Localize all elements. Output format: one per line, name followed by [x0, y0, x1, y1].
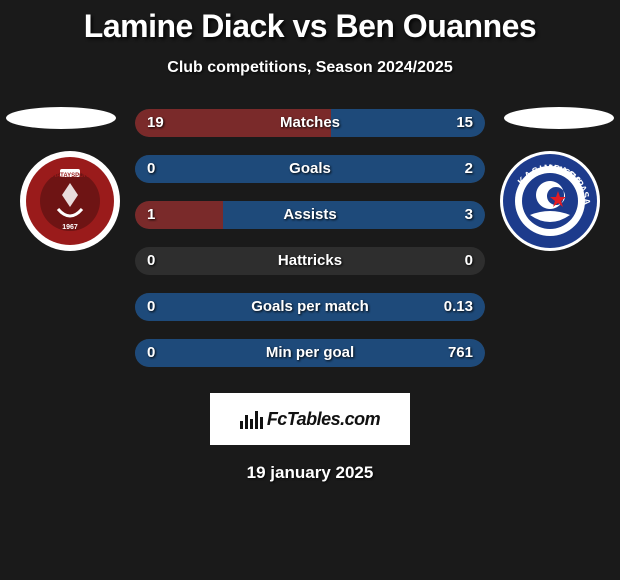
stat-label: Hattricks	[135, 247, 485, 275]
crest-left: HATAYSPOR 1967	[20, 151, 120, 251]
stat-bars: 1915Matches 02Goals 13Assists 00Hattricks 00…	[135, 109, 485, 367]
comparison-arena: HATAYSPOR 1967 KASIMPAŞA KASIMPAŞA 1915M…	[0, 109, 620, 367]
svg-text:1967: 1967	[62, 224, 78, 231]
oval-left	[6, 107, 116, 129]
subtitle: Club competitions, Season 2024/2025	[0, 59, 620, 77]
stat-row: 02Goals	[135, 155, 485, 183]
page-title: Lamine Diack vs Ben Ouannes	[0, 0, 620, 45]
brand-bars-icon	[240, 409, 263, 429]
stat-row: 1915Matches	[135, 109, 485, 137]
stat-row: 00.13Goals per match	[135, 293, 485, 321]
brand-box: FcTables.com	[210, 393, 410, 445]
brand-text: FcTables.com	[267, 409, 380, 430]
stat-label: Assists	[135, 201, 485, 229]
kasimpasa-crest-icon: KASIMPAŞA KASIMPAŞA	[500, 151, 600, 251]
crest-right: KASIMPAŞA KASIMPAŞA	[500, 151, 600, 251]
oval-right	[504, 107, 614, 129]
stat-label: Goals per match	[135, 293, 485, 321]
hatayspor-crest-icon: HATAYSPOR 1967	[20, 151, 120, 251]
stat-row: 00Hattricks	[135, 247, 485, 275]
stat-row: 0761Min per goal	[135, 339, 485, 367]
stat-row: 13Assists	[135, 201, 485, 229]
date: 19 january 2025	[0, 463, 620, 483]
stat-label: Matches	[135, 109, 485, 137]
stat-label: Min per goal	[135, 339, 485, 367]
svg-text:HATAYSPOR: HATAYSPOR	[52, 173, 89, 179]
stat-label: Goals	[135, 155, 485, 183]
